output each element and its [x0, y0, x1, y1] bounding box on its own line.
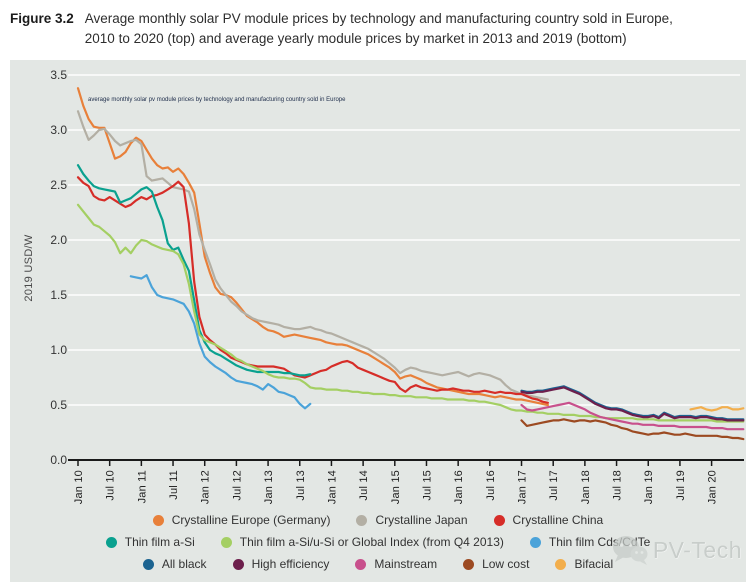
legend-swatch-icon	[555, 558, 567, 570]
legend-item-label: Thin film a-Si/u-Si or Global Index (fro…	[239, 535, 504, 549]
svg-text:3.0: 3.0	[50, 123, 67, 137]
legend-swatch-icon	[493, 514, 505, 526]
svg-text:Jan 18: Jan 18	[580, 470, 592, 504]
svg-text:0.0: 0.0	[50, 453, 67, 467]
figure-caption-line2: 2010 to 2020 (top) and average yearly mo…	[84, 31, 627, 46]
legend-item-label: Crystalline Europe (Germany)	[171, 513, 331, 527]
legend-item: Crystalline Japan	[356, 513, 468, 527]
legend-item: High efficiency	[232, 557, 330, 571]
svg-text:2.0: 2.0	[50, 233, 67, 247]
svg-text:3.5: 3.5	[50, 68, 67, 82]
legend-item: Thin film a-Si/u-Si or Global Index (fro…	[220, 535, 504, 549]
legend-item-label: High efficiency	[251, 557, 330, 571]
legend-swatch-icon	[105, 536, 117, 548]
svg-text:2.5: 2.5	[50, 178, 67, 192]
legend-swatch-icon	[142, 558, 154, 570]
legend-row: Crystalline Europe (Germany) Crystalline …	[10, 513, 746, 527]
legend-item: Low cost	[463, 557, 529, 571]
svg-text:Jan 17: Jan 17	[517, 470, 529, 504]
svg-text:average monthly solar pv modul: average monthly solar pv module prices b…	[88, 97, 346, 103]
legend-swatch-icon	[220, 536, 232, 548]
svg-text:Jul 13: Jul 13	[295, 470, 307, 501]
svg-text:Jan 19: Jan 19	[643, 470, 655, 504]
legend-row: Thin film a-Si Thin film a-Si/u-Si or Glo…	[10, 535, 746, 549]
legend-swatch-icon	[529, 536, 541, 548]
svg-text:Jan 11: Jan 11	[136, 470, 148, 503]
svg-text:Jan 10: Jan 10	[73, 470, 85, 504]
legend-item-label: Thin film Cds/CdTe	[548, 535, 651, 549]
svg-text:Jul 10: Jul 10	[105, 470, 117, 501]
legend-item-label: Mainstream	[374, 557, 438, 571]
price-chart: 0.0 0.5 1.0 1.5 2.0 2.5 3.0 3.5 2019 USD/W averag…	[23, 68, 745, 504]
legend-item-label: Bifacial	[574, 557, 614, 571]
legend-item-label: Crystalline Japan	[375, 513, 468, 527]
figure-caption-line1: Average monthly solar PV module prices b…	[84, 11, 673, 26]
svg-text:1.5: 1.5	[50, 288, 67, 302]
svg-text:Jan 16: Jan 16	[453, 470, 465, 504]
legend-item: Crystalline Europe (Germany)	[152, 513, 331, 527]
legend-row: All black High efficiency Mainstream Low co…	[10, 557, 746, 571]
figure-label: Figure 3.2	[10, 11, 74, 26]
chart-panel: 0.0 0.5 1.0 1.5 2.0 2.5 3.0 3.5 2019 USD/W averag…	[10, 60, 746, 582]
svg-text:Jan 14: Jan 14	[326, 470, 338, 504]
figure-caption: Average monthly solar PV module prices b…	[85, 9, 673, 49]
legend-item: All black	[142, 557, 207, 571]
svg-text:Jul 14: Jul 14	[358, 470, 370, 501]
svg-text:Jul 19: Jul 19	[675, 470, 687, 501]
legend-swatch-icon	[232, 558, 244, 570]
legend-item-label: All black	[161, 557, 207, 571]
legend-item: Thin film a-Si	[105, 535, 195, 549]
chart-legend: Crystalline Europe (Germany) Crystalline …	[10, 513, 746, 571]
svg-text:0.5: 0.5	[50, 398, 67, 412]
svg-text:Jul 11: Jul 11	[168, 470, 180, 500]
svg-text:2019 USD/W: 2019 USD/W	[23, 234, 35, 302]
legend-swatch-icon	[463, 558, 475, 570]
svg-text:Jan 20: Jan 20	[707, 470, 719, 504]
legend-swatch-icon	[355, 558, 367, 570]
legend-item-label: Thin film a-Si	[124, 535, 195, 549]
legend-item-label: Crystalline China	[512, 513, 604, 527]
legend-item: Mainstream	[355, 557, 437, 571]
legend-item: Crystalline China	[493, 513, 604, 527]
figure-header: Figure 3.2 Average monthly solar PV modu…	[0, 0, 750, 49]
svg-text:Jul 16: Jul 16	[485, 470, 497, 501]
legend-item: Thin film Cds/CdTe	[529, 535, 651, 549]
legend-swatch-icon	[152, 514, 164, 526]
svg-text:Jan 15: Jan 15	[390, 470, 402, 504]
legend-item: Bifacial	[555, 557, 613, 571]
legend-swatch-icon	[356, 514, 368, 526]
svg-text:Jul 17: Jul 17	[548, 470, 560, 501]
svg-text:Jan 12: Jan 12	[200, 470, 212, 504]
svg-text:Jul 12: Jul 12	[231, 470, 243, 501]
svg-text:Jul 18: Jul 18	[612, 470, 624, 501]
svg-text:Jul 15: Jul 15	[421, 470, 433, 501]
svg-text:1.0: 1.0	[50, 343, 67, 357]
svg-text:Jan 13: Jan 13	[263, 470, 275, 504]
legend-item-label: Low cost	[482, 557, 530, 571]
